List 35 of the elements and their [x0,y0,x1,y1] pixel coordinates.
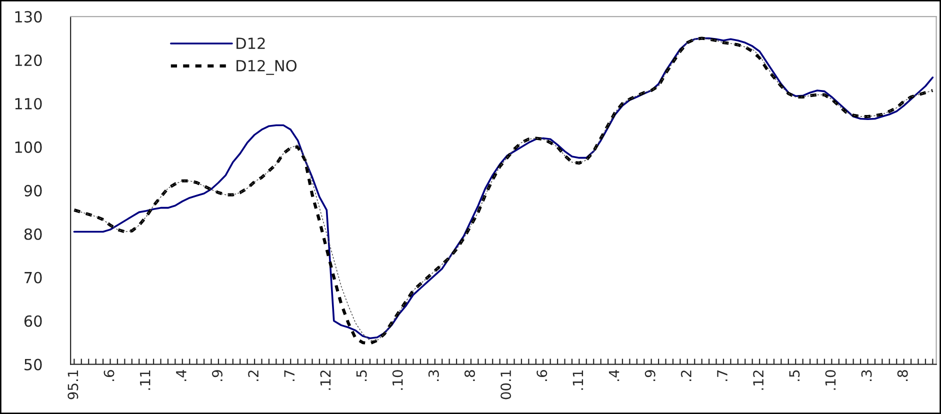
y-tick-label: 130 [15,11,42,23]
y-tick-label: 70 [24,272,42,284]
x-tick-label: .2 [248,370,258,381]
x-tick-label: .12 [753,370,764,390]
y-tick-label: 80 [24,228,42,240]
y-tick-label: 120 [15,54,42,66]
y-tick-label: 90 [24,184,42,196]
x-tick-label: .10 [825,370,836,390]
x-tick-label: .7 [284,370,294,381]
legend-label: D12_NO [236,60,297,75]
x-tick-label: .9 [644,370,656,381]
x-tick-label: .4 [176,370,186,381]
y-tick-label: 100 [15,141,42,153]
y-tick-label: 50 [24,358,42,370]
x-tick-label: .3 [861,370,872,381]
legend-label: D12 [236,38,265,49]
y-tick-label: 110 [15,98,42,110]
x-tick-label: .3 [428,370,439,381]
x-tick-label: .11 [140,370,150,390]
x-tick-label: .5 [356,370,367,381]
x-tick-label: 00.1 [500,370,512,400]
x-tick-label: .5 [789,370,800,381]
x-tick-label: .7 [717,370,728,381]
x-tick-label: .6 [104,370,114,381]
x-tick-label: .10 [392,370,403,390]
x-tick-label: .8 [464,370,475,381]
x-tick-label: .9 [212,370,222,381]
x-tick-label: .8 [897,370,908,381]
y-tick-label: 60 [24,315,42,327]
x-tick-label: .12 [320,370,331,390]
x-tick-label: .2 [680,370,692,381]
x-tick-label: .11 [572,370,584,390]
x-tick-label: .4 [608,370,620,381]
x-tick-label: 95.1 [68,370,78,400]
x-tick-label: .6 [536,370,548,381]
